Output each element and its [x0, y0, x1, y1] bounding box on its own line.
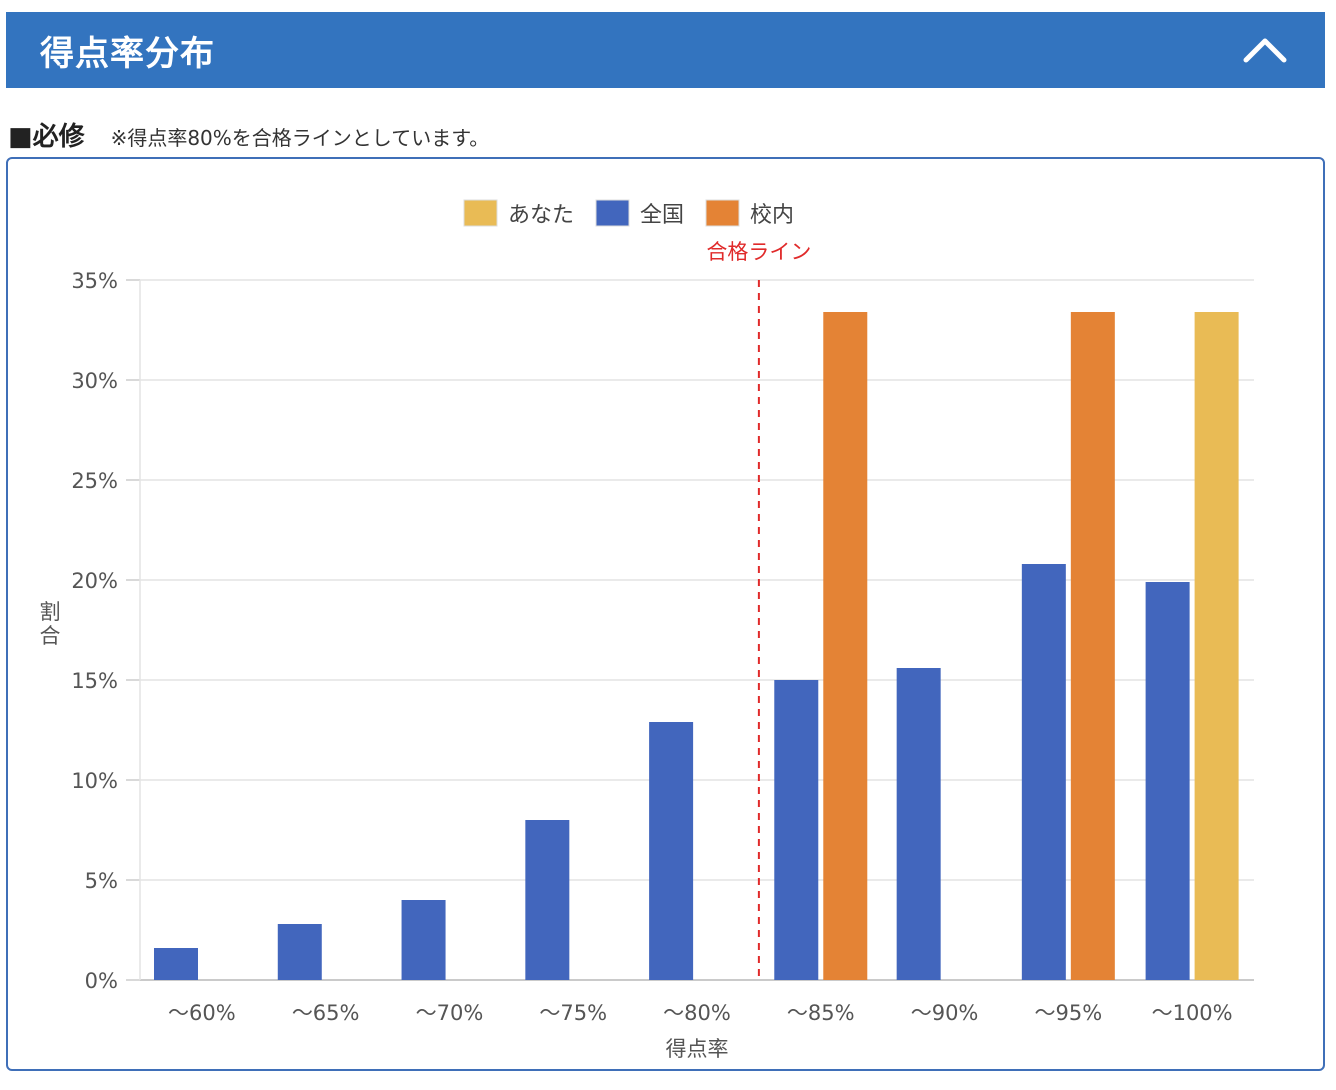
header-title: 得点率分布	[40, 33, 215, 74]
y-tick-label: 30%	[71, 369, 118, 393]
legend-label: あなた	[508, 203, 574, 228]
x-tick-label: 〜70%	[416, 1001, 484, 1025]
x-tick-label: 〜75%	[539, 1001, 607, 1025]
collapse-button[interactable]	[1237, 22, 1293, 78]
legend-swatch	[595, 199, 630, 227]
y-axis-title: 合	[40, 624, 61, 648]
legend-label: 全国	[640, 203, 684, 228]
x-tick-label: 〜90%	[911, 1001, 979, 1025]
bar	[277, 924, 322, 980]
section-heading: ■必修 ※得点率80%を合格ラインとしています。	[8, 116, 489, 152]
bar	[896, 668, 941, 980]
bar	[823, 312, 868, 980]
pass-line-note: ※得点率80%を合格ラインとしています。	[110, 126, 490, 150]
section-title: ■必修	[8, 122, 85, 152]
chart-container: 0% 5% 10% 15% 20% 25% 30% 35% 〜60% 〜65% 〜70% 〜75% 〜8…	[6, 157, 1325, 1071]
pass-line-label: 合格ライン	[706, 240, 811, 264]
bar	[525, 820, 570, 980]
bar	[1145, 582, 1190, 980]
y-tick-label: 10%	[71, 769, 118, 793]
score-distribution-chart: 0% 5% 10% 15% 20% 25% 30% 35% 〜60% 〜65% 〜70% 〜75% 〜8…	[40, 199, 1254, 1061]
chevron-up-icon	[1243, 38, 1287, 63]
y-tick-label: 5%	[85, 869, 118, 893]
x-tick-label: 〜80%	[663, 1001, 731, 1025]
y-tick-label: 35%	[71, 269, 118, 293]
y-tick-label: 20%	[71, 569, 118, 593]
bar	[1070, 312, 1115, 980]
legend-swatch	[705, 199, 740, 227]
x-tick-label: 〜100%	[1152, 1001, 1233, 1025]
y-axis-title: 割	[40, 600, 61, 624]
x-axis-title: 得点率	[666, 1037, 729, 1061]
x-tick-label: 〜60%	[168, 1001, 236, 1025]
section-header: 得点率分布	[6, 12, 1325, 88]
legend-swatch	[463, 199, 498, 227]
bar	[401, 900, 446, 980]
bar	[774, 680, 819, 980]
bar	[1194, 312, 1239, 980]
y-tick-label: 25%	[71, 469, 118, 493]
x-tick-label: 〜65%	[292, 1001, 360, 1025]
bar	[154, 948, 198, 980]
x-tick-label: 〜95%	[1034, 1001, 1102, 1025]
x-tick-label: 〜85%	[787, 1001, 855, 1025]
y-tick-label: 0%	[85, 969, 118, 993]
bar	[1021, 564, 1066, 980]
y-tick-label: 15%	[71, 669, 118, 693]
bar	[649, 722, 694, 980]
legend-label: 校内	[750, 203, 794, 228]
